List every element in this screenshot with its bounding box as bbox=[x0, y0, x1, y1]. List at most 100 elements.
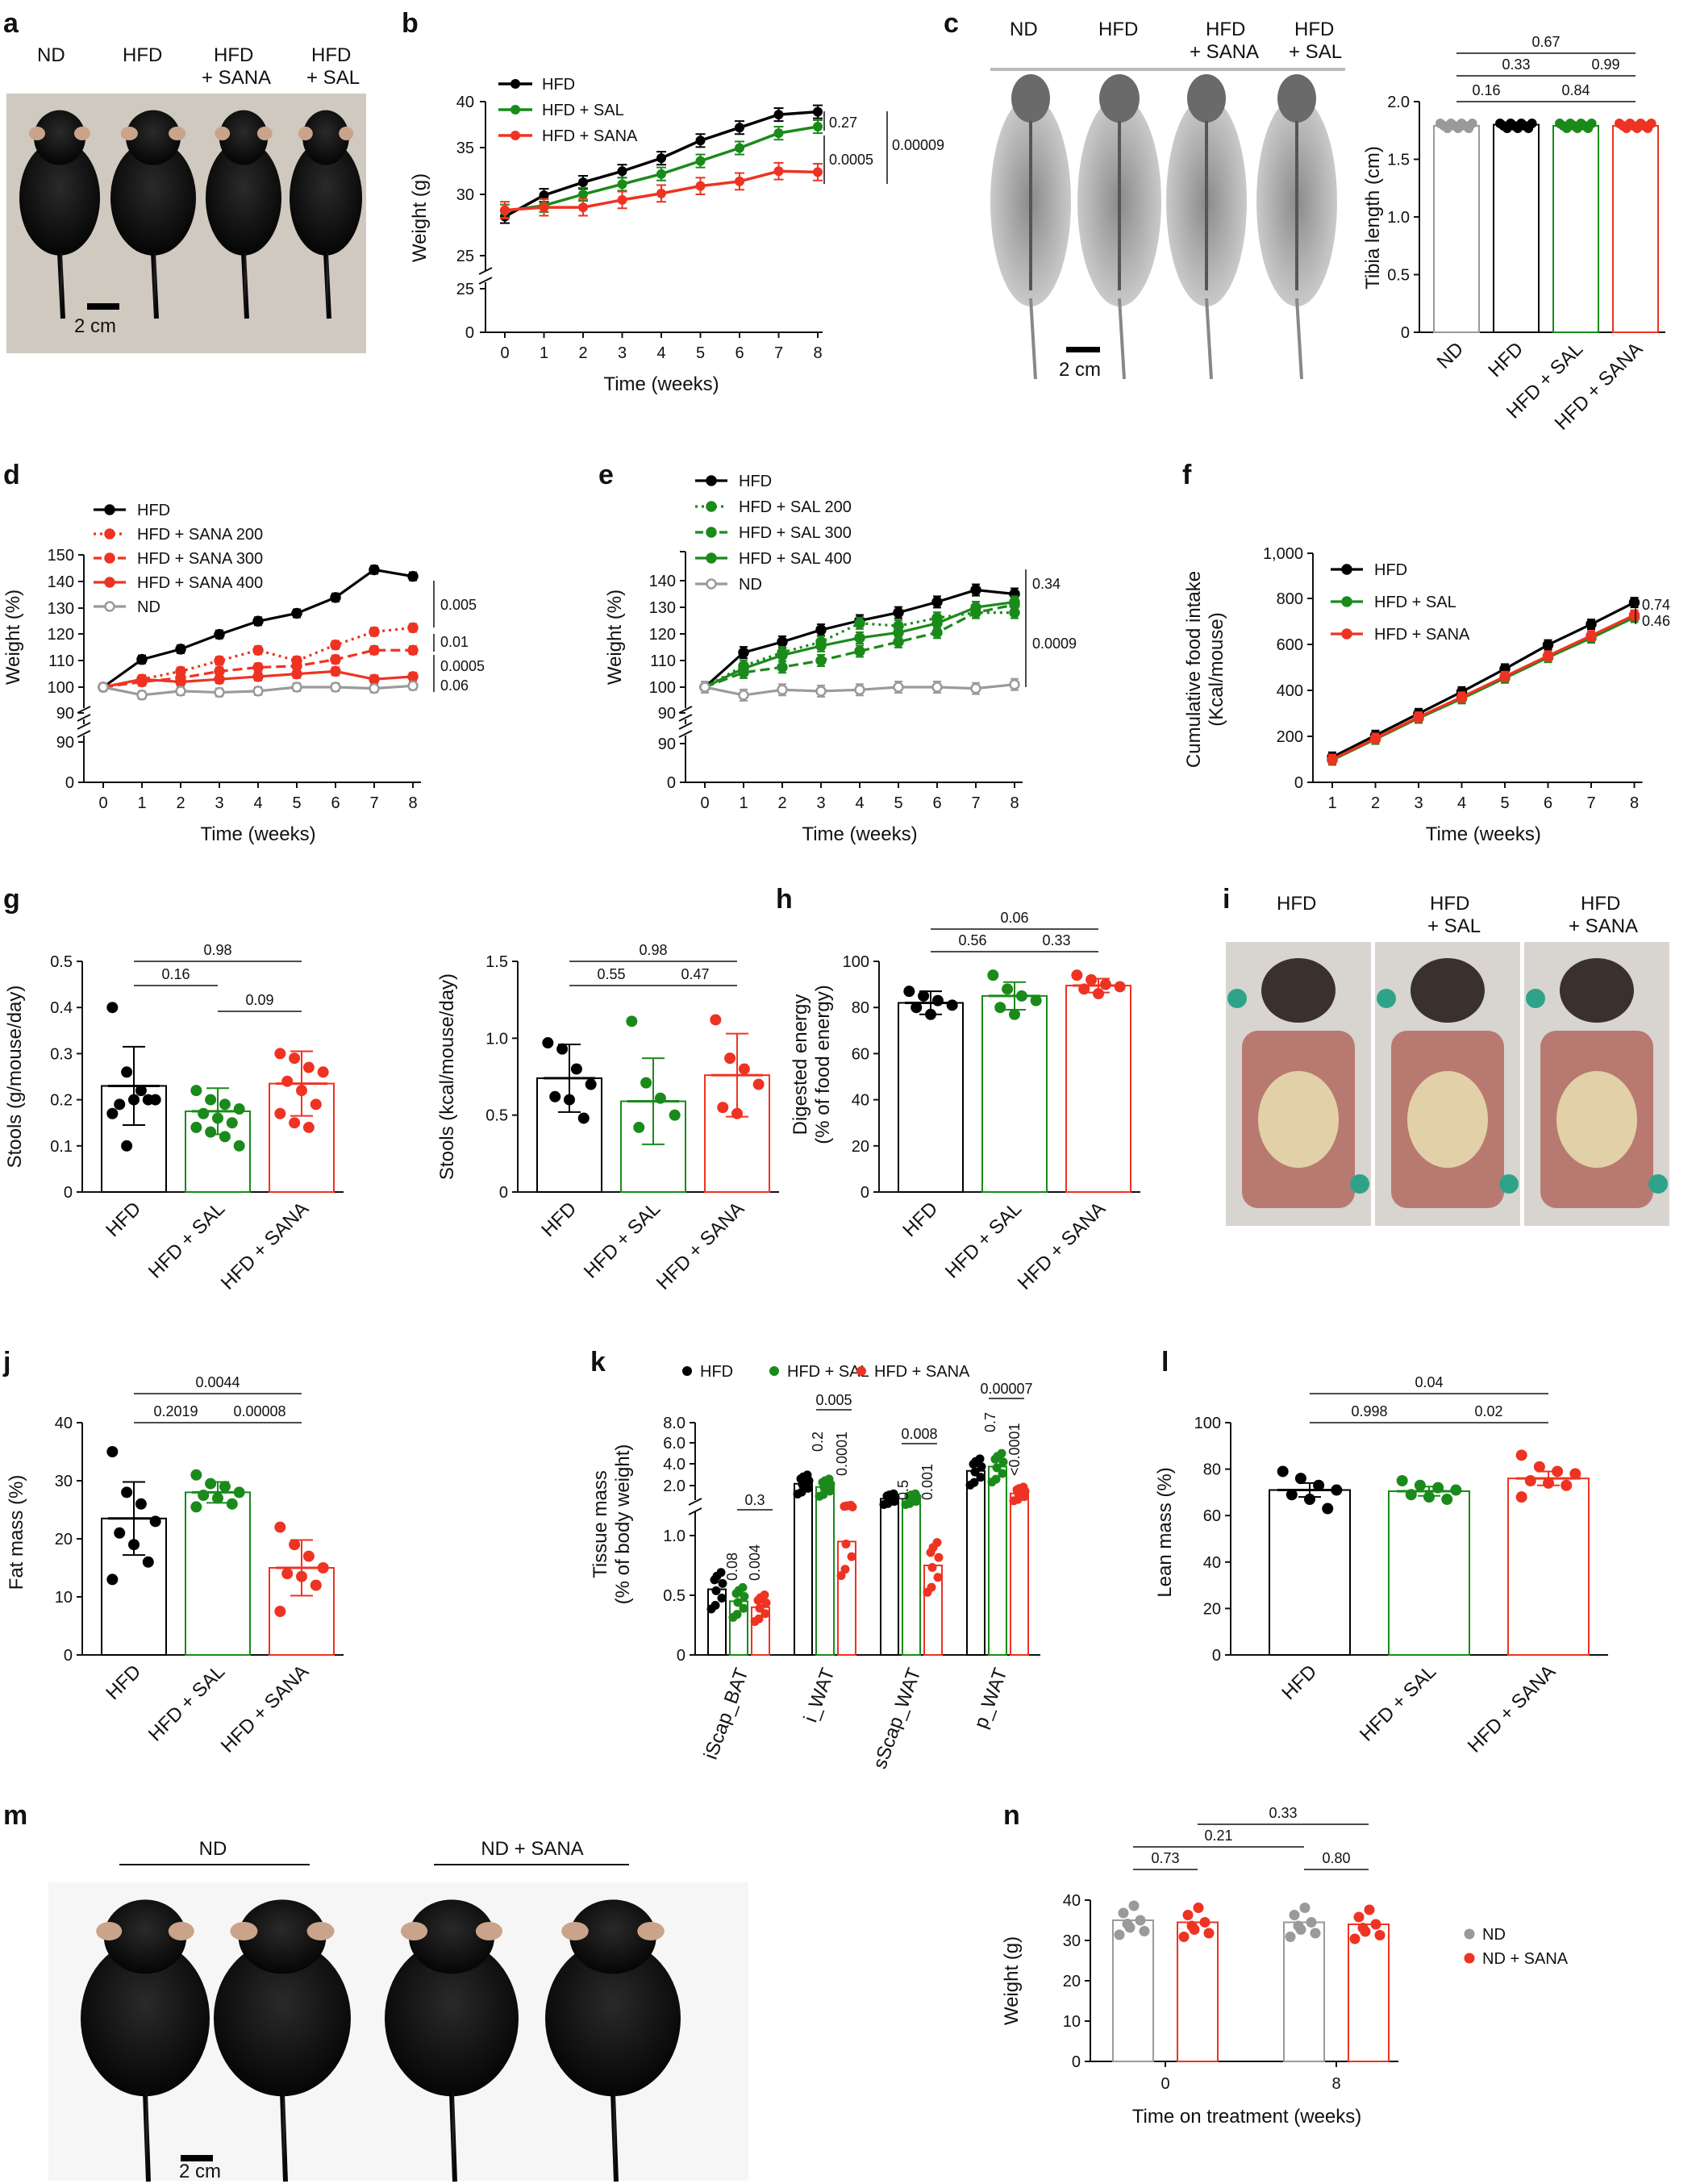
legend-marker bbox=[706, 578, 717, 590]
y-axis-title: Cumulative food intake bbox=[1183, 571, 1205, 768]
p-value: 0.27 bbox=[829, 115, 857, 131]
data-point bbox=[175, 686, 186, 697]
xray-mouse bbox=[1077, 74, 1161, 380]
group-label: HFD bbox=[1294, 19, 1334, 40]
group-label: HFD bbox=[214, 44, 253, 66]
axis-break bbox=[478, 277, 493, 285]
p-value: 0.08 bbox=[724, 1553, 740, 1581]
mouse-illustration bbox=[81, 1899, 210, 2182]
chart-n: 0 10 20 30 40 Weight (g) Time on treatment (we… bbox=[1001, 1805, 1569, 2128]
data-point bbox=[893, 681, 904, 693]
mouse-tail bbox=[280, 2092, 288, 2182]
y-tick-label: 400 bbox=[1277, 682, 1303, 700]
data-point bbox=[114, 1527, 126, 1539]
data-point bbox=[934, 1553, 944, 1562]
axis-break bbox=[77, 722, 91, 730]
p-value: 0.33 bbox=[1269, 1805, 1297, 1821]
p-value: 0.0005 bbox=[829, 152, 873, 168]
mouse-head bbox=[238, 1899, 327, 1974]
data-point bbox=[656, 169, 666, 179]
legend-label: HFD + SANA bbox=[542, 127, 638, 145]
data-point bbox=[1646, 119, 1656, 128]
data-point bbox=[330, 665, 341, 677]
data-point bbox=[695, 156, 706, 166]
p-value: 0.2019 bbox=[153, 1403, 198, 1419]
p-value: 0.00008 bbox=[233, 1403, 285, 1419]
y-tick-label: 100 bbox=[843, 953, 869, 971]
mouse-ear bbox=[561, 1922, 589, 1940]
data-point bbox=[1441, 1494, 1453, 1506]
data-point bbox=[1203, 1928, 1215, 1939]
legend-marker bbox=[682, 1366, 692, 1376]
xray-skull bbox=[1099, 74, 1140, 123]
data-point bbox=[135, 1085, 147, 1097]
data-point bbox=[1456, 691, 1468, 703]
bar bbox=[981, 994, 1048, 1194]
x-tick-label: 5 bbox=[1500, 794, 1509, 812]
y-tick-label: 110 bbox=[48, 652, 74, 670]
data-point bbox=[281, 1075, 294, 1087]
p-value: <0.0001 bbox=[1006, 1423, 1023, 1476]
y-tick-label: 8.0 bbox=[663, 1415, 685, 1432]
legend-label: ND bbox=[137, 598, 160, 616]
x-tick-label: iScap_BAT bbox=[700, 1665, 753, 1763]
y-axis-title: (Kcal/mouse) bbox=[1206, 612, 1227, 726]
p-value: 0.09 bbox=[245, 992, 273, 1008]
data-point bbox=[992, 1463, 1002, 1473]
mouse-body bbox=[81, 1940, 210, 2097]
data-point bbox=[656, 153, 666, 164]
legend-marker bbox=[1341, 628, 1352, 640]
x-axis-title: Time (weeks) bbox=[1426, 823, 1541, 845]
x-tick-label: ND bbox=[1433, 338, 1469, 373]
data-point bbox=[905, 1498, 915, 1508]
data-point bbox=[289, 1117, 301, 1129]
y-tick-label: 20 bbox=[1203, 1600, 1221, 1618]
mouse-head bbox=[408, 1899, 495, 1974]
y-tick-label: 110 bbox=[650, 652, 676, 670]
bar bbox=[1507, 1478, 1590, 1656]
data-point bbox=[1086, 973, 1098, 986]
x-tick-label: HFD bbox=[102, 1198, 145, 1241]
data-point bbox=[407, 671, 419, 682]
data-point bbox=[136, 673, 148, 685]
group-label: + SANA bbox=[1569, 915, 1638, 937]
data-point bbox=[932, 1538, 942, 1548]
data-point bbox=[669, 1109, 681, 1121]
panel-m-photo: 2 cm bbox=[48, 1882, 748, 2182]
p-value: 0.80 bbox=[1322, 1850, 1350, 1866]
data-point bbox=[997, 1448, 1006, 1458]
data-point bbox=[1524, 1475, 1536, 1486]
legend-marker bbox=[1341, 596, 1352, 607]
mouse-ear bbox=[168, 1922, 194, 1940]
data-point bbox=[205, 1478, 217, 1490]
mouse-body bbox=[545, 1940, 681, 2097]
y-tick-label: 120 bbox=[649, 626, 676, 644]
legend-marker bbox=[510, 131, 520, 140]
legend-label: HFD + SANA bbox=[1374, 626, 1470, 644]
pin bbox=[1499, 1174, 1519, 1194]
mouse-ear bbox=[339, 127, 354, 140]
data-point bbox=[219, 1131, 231, 1143]
panel-label-k: k bbox=[590, 1347, 606, 1378]
p-value: 0.98 bbox=[639, 942, 667, 958]
legend-label: HFD bbox=[542, 76, 575, 94]
dissection-photo bbox=[1226, 942, 1371, 1226]
x-tick-label: 5 bbox=[292, 794, 301, 812]
data-point bbox=[407, 622, 419, 634]
y-tick-label: 40 bbox=[1063, 1892, 1081, 1910]
data-point bbox=[214, 655, 225, 667]
data-point bbox=[136, 653, 148, 665]
data-point bbox=[732, 1610, 742, 1619]
data-point bbox=[1128, 1900, 1140, 1911]
x-tick-label: HFD bbox=[1277, 1661, 1321, 1704]
y-tick-label: 40 bbox=[852, 1092, 869, 1110]
legend-marker bbox=[104, 504, 115, 515]
p-value: 0.005 bbox=[815, 1392, 852, 1408]
axis-break bbox=[678, 730, 693, 738]
x-tick-label: HFD + SANA bbox=[1464, 1661, 1561, 1757]
data-point bbox=[289, 1052, 301, 1065]
legend-label: HFD bbox=[137, 502, 170, 519]
y-tick-label: 120 bbox=[48, 626, 74, 644]
data-point bbox=[274, 1107, 286, 1119]
